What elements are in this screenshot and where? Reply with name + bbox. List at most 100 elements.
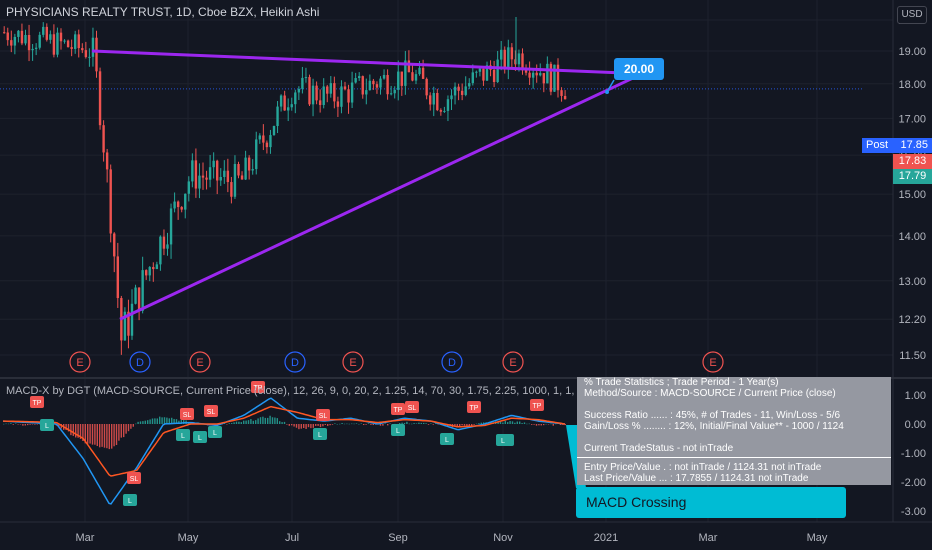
candle-body: [219, 176, 222, 181]
macd-histogram-bar: [125, 424, 127, 434]
macd-histogram-bar: [65, 424, 67, 430]
candle-body: [24, 34, 27, 44]
macd-histogram-bar: [103, 424, 106, 448]
candle-body: [17, 30, 20, 37]
event-marker: [129, 351, 151, 373]
candle-body: [315, 85, 318, 101]
macd-histogram-bar: [127, 424, 130, 432]
bid-price-tag: 17.79: [893, 169, 932, 184]
macd-histogram-bar: [178, 420, 180, 424]
macd-histogram-bar: [223, 423, 226, 424]
signal-label: TP: [533, 403, 542, 410]
signal-badge: [391, 403, 405, 415]
macd-histogram-bar: [317, 424, 319, 426]
macd-histogram-bar: [123, 424, 125, 438]
macd-histogram-bar: [463, 424, 466, 426]
macd-histogram-bar: [94, 424, 96, 445]
price-tick-label: 15.00: [898, 189, 926, 201]
trendlines-layer: [91, 49, 643, 321]
macd-histogram-bar: [111, 424, 113, 449]
macd-histogram-bar: [34, 424, 36, 425]
macd-histogram-bar: [115, 424, 118, 445]
macd-histogram-bar: [310, 424, 312, 429]
macd-histogram-bar: [39, 423, 41, 425]
candle-body: [496, 59, 499, 83]
candle-body: [347, 89, 350, 103]
candle-body: [358, 76, 361, 79]
macd-histogram-bar: [331, 424, 334, 425]
signal-label: SL: [130, 476, 139, 483]
macd-histogram-bar: [435, 423, 437, 424]
macd-histogram-bar: [519, 421, 521, 424]
candle-body: [553, 64, 556, 92]
candle-body: [301, 77, 304, 89]
candle-body: [98, 71, 102, 126]
candle-body: [539, 73, 542, 76]
event-marker: [502, 351, 524, 373]
macd-histogram-bar: [173, 418, 175, 424]
candle-body: [365, 90, 368, 95]
signal-badge: [127, 472, 141, 484]
candle-body: [368, 80, 372, 91]
price-tick-label: 17.00: [898, 113, 926, 125]
candle-body: [155, 264, 159, 270]
candle-body: [208, 167, 212, 180]
macd-histogram-bar: [324, 424, 326, 425]
candle-body: [113, 233, 116, 257]
macd-crossing-note[interactable]: MACD Crossing: [576, 487, 846, 518]
event-label: D: [136, 357, 144, 369]
candle-body: [116, 256, 119, 299]
currency-button[interactable]: USD: [897, 6, 927, 24]
signal-badge: [180, 408, 194, 420]
macd-histogram-bar: [348, 423, 350, 425]
indicator-title[interactable]: MACD-X by DGT (MACD-SOURCE, Current Pric…: [6, 385, 602, 397]
macd-histogram-bar: [418, 422, 420, 424]
event-marker: [342, 351, 364, 373]
candle-body: [397, 71, 400, 90]
candle-body: [514, 59, 517, 65]
candle-body: [130, 303, 134, 336]
macd-histogram-bar: [535, 424, 538, 426]
signal-label: L: [318, 432, 322, 439]
candle-body: [400, 71, 403, 86]
candle-body: [205, 177, 208, 180]
stats-line: [577, 432, 891, 443]
time-tick-label: May: [807, 532, 828, 544]
macd-histogram-bar: [226, 424, 228, 425]
candle-body: [95, 37, 98, 72]
macd-histogram-bar: [250, 419, 252, 424]
candle-body: [563, 95, 567, 100]
macd-histogram-bar: [247, 420, 250, 424]
macd-histogram-bar: [293, 424, 295, 427]
event-marker: [441, 351, 463, 373]
chart-title: PHYSICIANS REALTY TRUST, 1D, Cboe BZX, H…: [6, 5, 320, 19]
event-label: D: [448, 357, 456, 369]
candle-body: [436, 93, 439, 111]
macd-histogram-bar: [461, 424, 463, 426]
candle-body: [109, 169, 112, 234]
macd-histogram-bar: [27, 424, 29, 426]
signal-badge: [530, 399, 544, 411]
time-tick-label: Sep: [388, 532, 408, 544]
macd-histogram-bar: [84, 424, 86, 444]
macd-histogram-bar: [382, 424, 384, 426]
signal-line: [3, 405, 566, 477]
post-label: Post: [866, 139, 889, 151]
price-tick-label: 12.20: [898, 314, 926, 326]
post-value: 17.85: [900, 139, 928, 151]
candle-body: [457, 86, 460, 91]
macd-histogram-bar: [279, 421, 281, 424]
macd-histogram-bar: [363, 424, 365, 426]
signal-badge: [316, 409, 330, 421]
macd-histogram-bar: [151, 418, 154, 424]
candle-body: [187, 181, 190, 194]
macd-histogram-bar: [171, 417, 173, 424]
macd-histogram-bar: [142, 421, 144, 424]
stats-line: Method/Source : MACD-SOURCE / Current Pr…: [584, 388, 836, 399]
macd-histogram-bar: [7, 423, 10, 425]
candle-body: [304, 77, 308, 79]
signal-label: L: [198, 435, 202, 442]
macd-tick-label: -1.00: [901, 448, 926, 460]
candle-body: [414, 74, 418, 81]
price-callout[interactable]: 20.00: [614, 58, 664, 80]
